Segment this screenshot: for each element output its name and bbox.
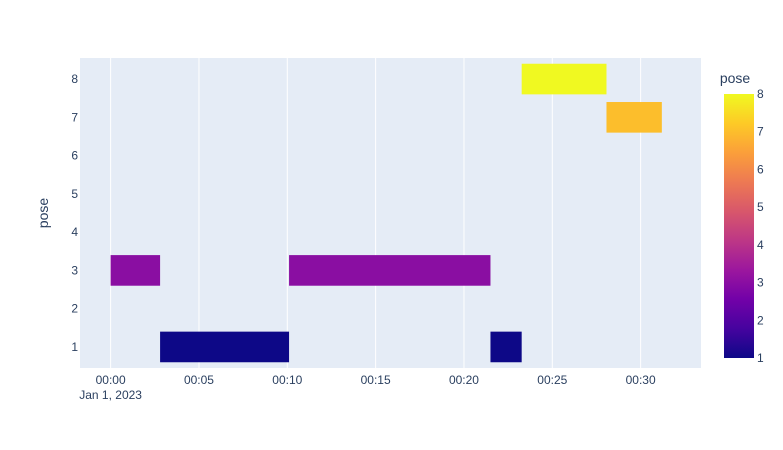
y-tick-label: 1 [71,340,78,354]
timeline-bar [490,331,522,363]
colorbar-ticks: 1 2 3 4 5 6 7 8 [757,87,764,365]
y-tick-label: 5 [71,187,78,201]
timeline-bar [521,63,607,95]
timeline-bar [160,331,290,363]
x-date-label: Jan 1, 2023 [79,388,142,402]
colorbar-tick-label: 2 [757,313,764,327]
colorbar-tick-label: 1 [757,351,764,365]
timeline-bar [606,102,662,133]
colorbar-tick-label: 4 [757,238,764,252]
colorbar [724,94,754,358]
plot-area [80,58,701,368]
bars [110,63,662,363]
colorbar-tick-label: 7 [757,125,764,139]
x-tick-label: 00:30 [626,373,656,387]
gridlines [110,58,642,368]
y-tick-label: 4 [71,225,78,239]
x-tick-label: 00:10 [272,373,302,387]
timeline-bar [110,255,161,286]
y-tick-label: 6 [71,149,78,163]
x-tick-label: 00:00 [96,373,126,387]
timeline-bar [289,255,491,286]
colorbar-tick-label: 5 [757,200,764,214]
colorbar-tick-label: 3 [757,276,764,290]
colorbar-tick-label: 6 [757,162,764,176]
y-tick-label: 3 [71,263,78,277]
x-axis: 00:00 00:05 00:10 00:15 00:20 00:25 00:30 [96,373,656,387]
x-tick-label: 00:20 [449,373,479,387]
y-tick-label: 7 [71,110,78,124]
colorbar-title: pose [720,70,751,86]
colorbar-tick-label: 8 [757,87,764,101]
y-axis-title: pose [35,198,51,229]
x-tick-label: 00:25 [537,373,567,387]
y-axis: 1 2 3 4 5 6 7 8 [71,72,78,354]
x-tick-label: 00:15 [361,373,391,387]
x-tick-label: 00:05 [184,373,214,387]
y-tick-label: 2 [71,302,78,316]
y-tick-label: 8 [71,72,78,86]
